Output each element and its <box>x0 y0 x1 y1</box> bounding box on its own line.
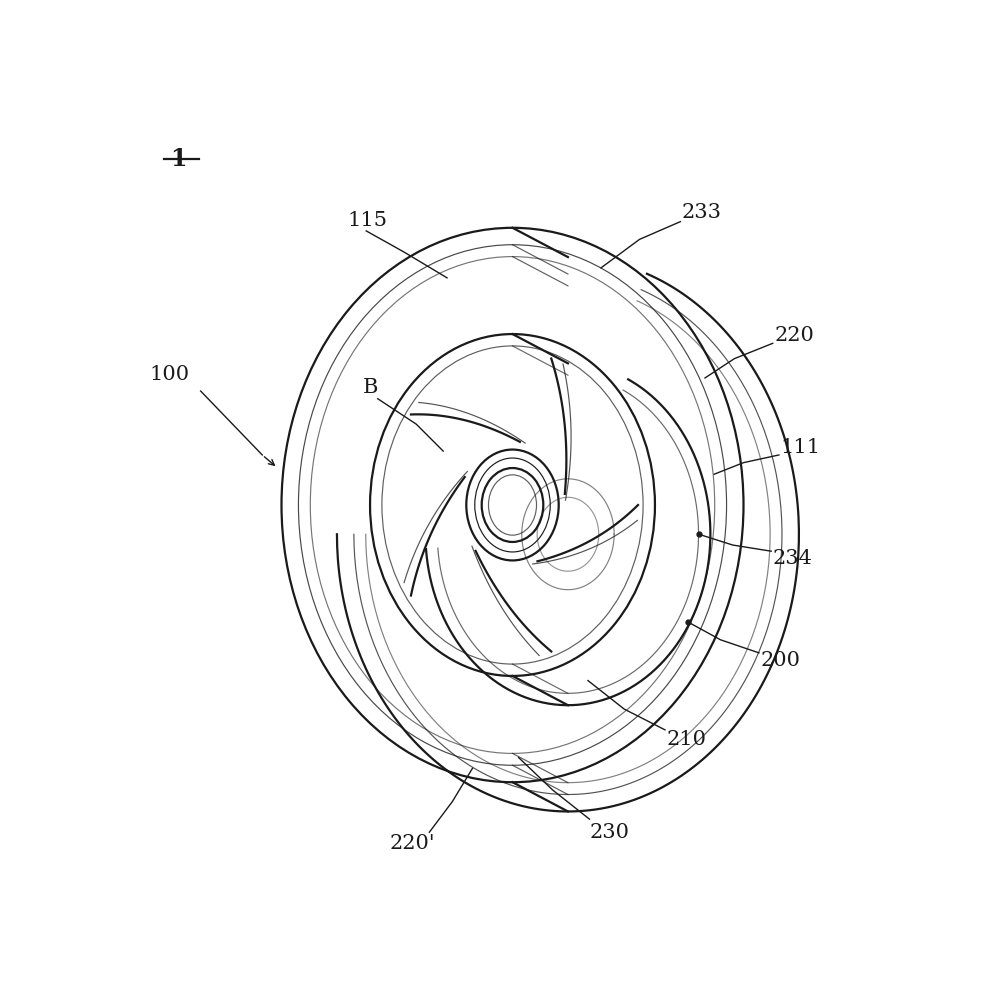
Text: 200: 200 <box>760 651 800 670</box>
Text: 220': 220' <box>389 834 435 853</box>
Text: 233: 233 <box>682 203 722 222</box>
Text: 115: 115 <box>347 211 387 230</box>
Text: 100: 100 <box>149 365 189 384</box>
Text: 230: 230 <box>590 823 630 842</box>
Text: B: B <box>362 378 378 397</box>
Text: 234: 234 <box>773 549 813 568</box>
Text: 1: 1 <box>170 147 186 171</box>
Text: 220: 220 <box>774 326 814 345</box>
Text: 210: 210 <box>666 730 706 749</box>
Text: 111: 111 <box>780 438 821 457</box>
